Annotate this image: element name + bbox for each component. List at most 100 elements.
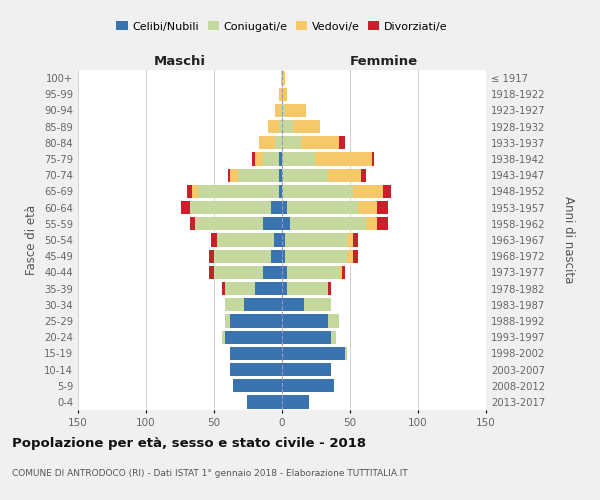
Bar bbox=[214, 266, 263, 279]
Bar bbox=[282, 250, 285, 263]
Bar bbox=[282, 266, 287, 279]
Bar bbox=[225, 298, 244, 312]
Bar bbox=[328, 168, 361, 182]
Bar bbox=[279, 168, 282, 182]
Bar bbox=[339, 266, 342, 279]
Bar bbox=[282, 217, 290, 230]
Bar bbox=[367, 217, 377, 230]
Bar bbox=[361, 168, 367, 182]
Bar bbox=[290, 217, 367, 230]
Bar bbox=[328, 282, 331, 295]
Bar bbox=[282, 282, 287, 295]
Bar bbox=[230, 168, 238, 182]
Bar bbox=[275, 104, 281, 117]
Bar bbox=[275, 136, 282, 149]
Bar bbox=[347, 234, 353, 246]
Bar bbox=[225, 314, 230, 328]
Bar bbox=[217, 234, 274, 246]
Bar bbox=[344, 346, 347, 360]
Bar bbox=[227, 168, 230, 182]
Bar bbox=[225, 282, 255, 295]
Bar bbox=[195, 217, 263, 230]
Bar bbox=[263, 152, 279, 166]
Bar bbox=[282, 396, 309, 408]
Bar bbox=[190, 217, 195, 230]
Legend: Celibi/Nubili, Coniugati/e, Vedovi/e, Divorziati/e: Celibi/Nubili, Coniugati/e, Vedovi/e, Di… bbox=[112, 16, 452, 36]
Bar bbox=[339, 136, 344, 149]
Bar bbox=[192, 185, 197, 198]
Bar bbox=[304, 298, 331, 312]
Bar bbox=[301, 136, 339, 149]
Bar bbox=[287, 201, 358, 214]
Bar bbox=[282, 234, 285, 246]
Bar bbox=[268, 120, 279, 134]
Bar bbox=[282, 168, 328, 182]
Bar bbox=[259, 136, 275, 149]
Bar bbox=[233, 379, 282, 392]
Bar bbox=[314, 152, 372, 166]
Bar bbox=[255, 152, 263, 166]
Bar bbox=[293, 120, 320, 134]
Bar bbox=[230, 363, 282, 376]
Bar bbox=[209, 266, 214, 279]
Bar bbox=[358, 201, 377, 214]
Bar bbox=[238, 168, 279, 182]
Bar bbox=[282, 363, 331, 376]
Bar bbox=[282, 330, 331, 344]
Bar bbox=[181, 201, 190, 214]
Bar bbox=[252, 152, 255, 166]
Bar bbox=[282, 136, 301, 149]
Bar bbox=[197, 185, 279, 198]
Bar bbox=[282, 185, 353, 198]
Bar bbox=[279, 88, 282, 101]
Bar bbox=[281, 104, 282, 117]
Bar bbox=[285, 250, 347, 263]
Bar bbox=[279, 185, 282, 198]
Bar bbox=[377, 201, 388, 214]
Text: COMUNE DI ANTRODOCO (RI) - Dati ISTAT 1° gennaio 2018 - Elaborazione TUTTITALIA.: COMUNE DI ANTRODOCO (RI) - Dati ISTAT 1°… bbox=[12, 468, 408, 477]
Bar bbox=[187, 185, 192, 198]
Bar bbox=[247, 396, 282, 408]
Bar bbox=[225, 330, 282, 344]
Bar bbox=[372, 152, 374, 166]
Bar bbox=[209, 250, 214, 263]
Bar bbox=[279, 152, 282, 166]
Bar bbox=[190, 201, 271, 214]
Bar bbox=[282, 104, 285, 117]
Bar bbox=[214, 250, 271, 263]
Bar bbox=[274, 234, 282, 246]
Bar bbox=[328, 314, 339, 328]
Bar bbox=[263, 217, 282, 230]
Bar bbox=[230, 314, 282, 328]
Bar bbox=[353, 250, 358, 263]
Bar bbox=[383, 185, 391, 198]
Text: Femmine: Femmine bbox=[350, 56, 418, 68]
Bar bbox=[377, 217, 388, 230]
Bar bbox=[353, 185, 383, 198]
Bar bbox=[244, 298, 282, 312]
Bar bbox=[263, 266, 282, 279]
Bar bbox=[287, 282, 328, 295]
Bar bbox=[222, 330, 225, 344]
Bar bbox=[271, 201, 282, 214]
Bar bbox=[211, 234, 217, 246]
Bar bbox=[279, 120, 282, 134]
Bar bbox=[282, 72, 285, 85]
Bar bbox=[282, 201, 287, 214]
Text: Popolazione per età, sesso e stato civile - 2018: Popolazione per età, sesso e stato civil… bbox=[12, 438, 366, 450]
Bar bbox=[331, 330, 337, 344]
Y-axis label: Fasce di età: Fasce di età bbox=[25, 205, 38, 275]
Bar bbox=[271, 250, 282, 263]
Bar bbox=[282, 152, 314, 166]
Bar bbox=[353, 234, 358, 246]
Bar bbox=[255, 282, 282, 295]
Bar bbox=[282, 314, 328, 328]
Bar bbox=[347, 250, 353, 263]
Bar bbox=[287, 266, 339, 279]
Bar bbox=[285, 104, 307, 117]
Bar bbox=[281, 72, 282, 85]
Y-axis label: Anni di nascita: Anni di nascita bbox=[562, 196, 575, 284]
Bar bbox=[282, 88, 287, 101]
Bar bbox=[282, 120, 293, 134]
Bar bbox=[282, 379, 334, 392]
